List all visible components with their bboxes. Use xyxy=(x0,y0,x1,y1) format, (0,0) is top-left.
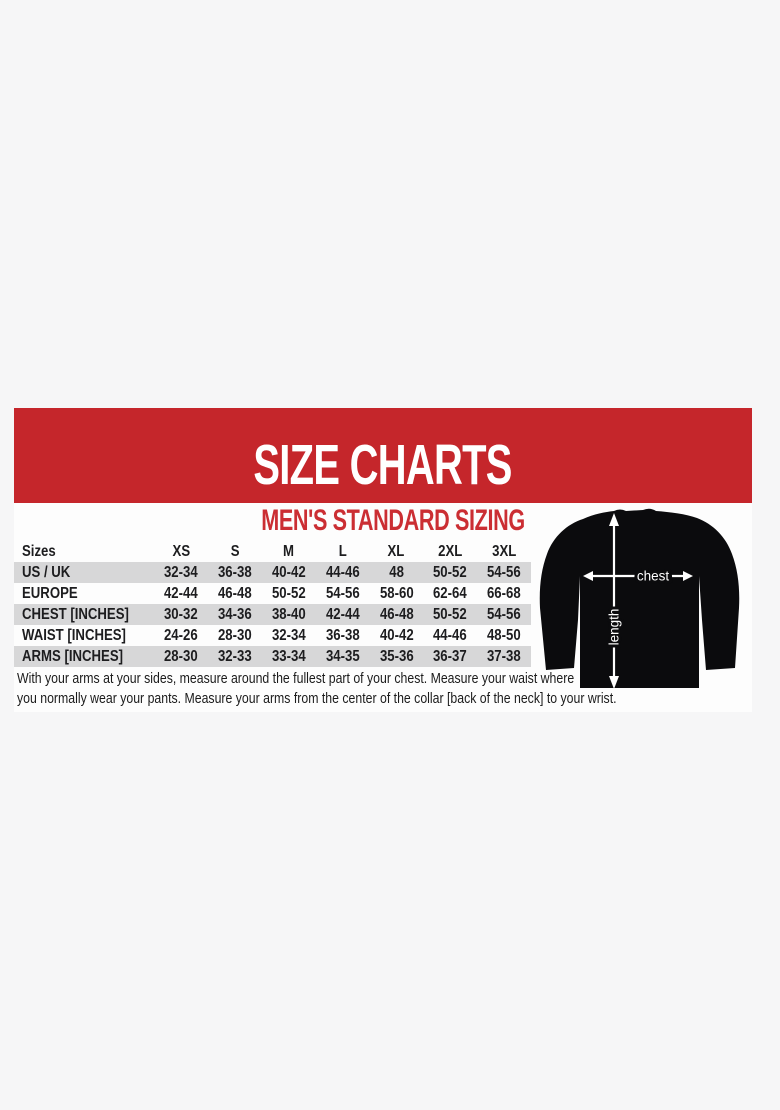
table-cell: 42-44 xyxy=(164,584,198,602)
shirt-body xyxy=(580,556,699,688)
subtitle-text: MEN'S STANDARD SIZING xyxy=(261,504,525,537)
section-subtitle: MEN'S STANDARD SIZING xyxy=(258,506,528,536)
table-cell: 50-52 xyxy=(433,563,468,581)
row-label: WAIST [INCHES] xyxy=(22,626,126,644)
table-row: US / UK 32-34 36-38 40-42 44-46 48 50-52… xyxy=(14,562,531,583)
table-cell: 36-38 xyxy=(325,626,360,644)
table-cell: 34-35 xyxy=(325,647,360,665)
table-cell: 58-60 xyxy=(379,584,414,602)
column-header: S xyxy=(230,542,240,560)
table-cell: 32-33 xyxy=(217,647,252,665)
chest-label: chest xyxy=(637,569,670,584)
row-label: ARMS [INCHES] xyxy=(22,647,124,665)
row-label: CHEST [INCHES] xyxy=(22,605,129,623)
table-row: CHEST [INCHES] 30-32 34-36 38-40 42-44 4… xyxy=(14,604,531,625)
table-cell: 38-40 xyxy=(271,605,306,623)
column-header: Sizes xyxy=(22,542,56,560)
column-header: L xyxy=(338,542,347,560)
column-header: M xyxy=(283,542,295,560)
measurement-instructions: With your arms at your sides, measure ar… xyxy=(17,669,637,708)
size-chart-panel: SIZE CHARTS MEN'S STANDARD SIZING Sizes … xyxy=(14,408,752,712)
table-cell: 24-26 xyxy=(164,626,198,644)
table-cell: 40-42 xyxy=(379,626,414,644)
chest-arrow-icon xyxy=(583,571,693,581)
table-cell: 30-32 xyxy=(164,605,198,623)
table-cell: 34-36 xyxy=(217,605,252,623)
page-title: SIZE CHARTS xyxy=(253,433,513,497)
table-row: ARMS [INCHES] 28-30 32-33 33-34 34-35 35… xyxy=(14,646,531,667)
column-header: 2XL xyxy=(438,542,463,560)
shirt-silhouette xyxy=(539,508,740,670)
column-header: 3XL xyxy=(491,542,517,560)
table-cell: 48-50 xyxy=(487,626,521,644)
table-cell: 54-56 xyxy=(325,584,360,602)
size-charts-banner: SIZE CHARTS xyxy=(14,408,752,503)
table-header-row: Sizes XS S M L XL 2XL 3XL xyxy=(14,541,531,562)
table-cell: 44-46 xyxy=(325,563,360,581)
size-table: Sizes XS S M L XL 2XL 3XL US / UK 32-34 … xyxy=(14,541,531,667)
instruction-line-2: you normally wear your pants. Measure yo… xyxy=(17,689,617,707)
column-header: XL xyxy=(387,542,405,560)
shirt-measurement-diagram: chest length xyxy=(538,502,752,698)
row-label: US / UK xyxy=(22,563,71,581)
table-cell: 35-36 xyxy=(379,647,414,665)
table-cell: 48 xyxy=(389,563,404,581)
table-cell: 42-44 xyxy=(325,605,360,623)
table-cell: 46-48 xyxy=(217,584,252,602)
table-cell: 32-34 xyxy=(164,563,198,581)
table-row: WAIST [INCHES] 24-26 28-30 32-34 36-38 4… xyxy=(14,625,531,646)
table-cell: 28-30 xyxy=(164,647,198,665)
table-cell: 62-64 xyxy=(433,584,468,602)
table-cell: 66-68 xyxy=(487,584,521,602)
table-cell: 28-30 xyxy=(217,626,252,644)
table-cell: 33-34 xyxy=(271,647,306,665)
table-cell: 54-56 xyxy=(487,605,521,623)
length-label: length xyxy=(607,609,622,646)
table-cell: 46-48 xyxy=(379,605,414,623)
table-cell: 36-38 xyxy=(217,563,252,581)
table-cell: 50-52 xyxy=(433,605,468,623)
table-cell: 54-56 xyxy=(487,563,521,581)
row-label: EUROPE xyxy=(22,584,78,602)
table-cell: 44-46 xyxy=(433,626,468,644)
column-header: XS xyxy=(172,542,190,560)
table-cell: 50-52 xyxy=(271,584,306,602)
instruction-line-1: With your arms at your sides, measure ar… xyxy=(17,670,575,687)
table-cell: 36-37 xyxy=(433,647,468,665)
table-cell: 32-34 xyxy=(271,626,306,644)
table-row: EUROPE 42-44 46-48 50-52 54-56 58-60 62-… xyxy=(14,583,531,604)
table-cell: 40-42 xyxy=(271,563,306,581)
length-arrow-icon xyxy=(609,513,619,689)
table-cell: 37-38 xyxy=(487,647,521,665)
